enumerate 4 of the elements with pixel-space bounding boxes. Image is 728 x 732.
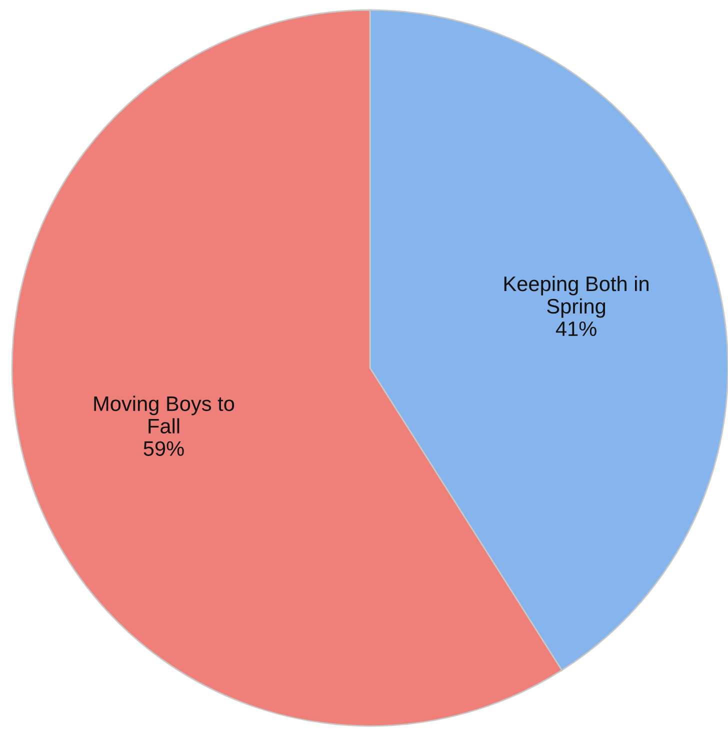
data-label: 59%: [144, 441, 184, 456]
slice-label: Moving Boys to Fall: [94, 396, 234, 434]
slice-label: Keeping Both in Spring: [504, 276, 648, 318]
data-label: 41%: [556, 321, 596, 336]
